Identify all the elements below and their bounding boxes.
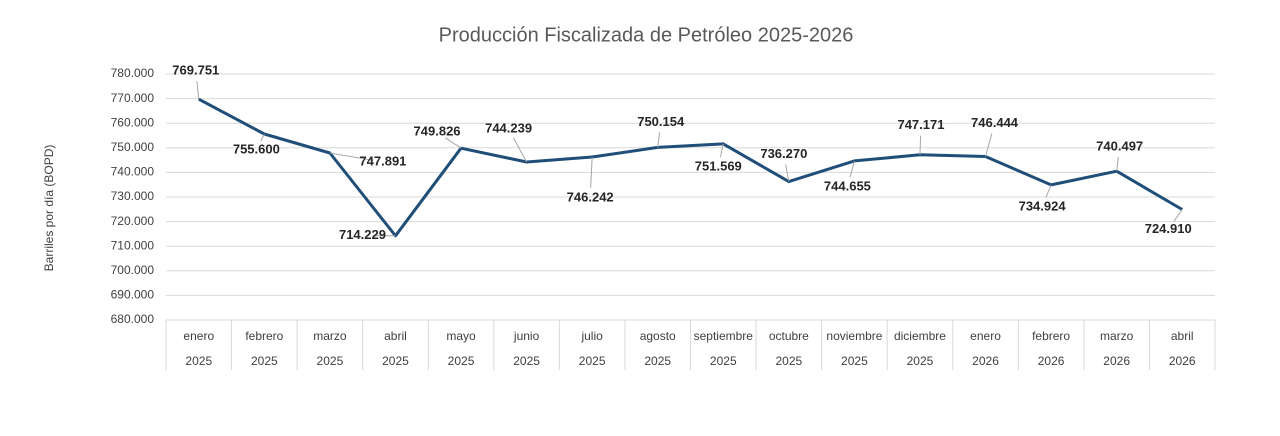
- x-tick-label: junio: [513, 329, 540, 343]
- leader-line: [445, 137, 462, 149]
- x-year-label: 2025: [907, 354, 934, 368]
- leader-line: [196, 81, 200, 100]
- x-year-label: 2025: [579, 354, 606, 368]
- data-label: 734.924: [1019, 198, 1067, 213]
- data-label: 747.171: [897, 117, 944, 132]
- x-year-label: 2025: [841, 354, 868, 368]
- x-year-label: 2025: [448, 354, 475, 368]
- y-tick-label: 780.000: [111, 66, 155, 80]
- y-tick-label: 770.000: [111, 91, 155, 105]
- x-year-label: 2026: [1169, 354, 1196, 368]
- x-year-label: 2025: [775, 354, 802, 368]
- data-label: 749.826: [414, 124, 461, 139]
- x-tick-label: enero: [970, 329, 1001, 343]
- x-year-label: 2025: [710, 354, 737, 368]
- leader-line: [1045, 184, 1052, 198]
- leader-line: [785, 164, 790, 182]
- leader-line: [512, 137, 528, 163]
- x-tick-label: marzo: [313, 329, 347, 343]
- x-year-label: 2025: [513, 354, 540, 368]
- data-label: 769.751: [172, 63, 219, 78]
- x-tick-label: mayo: [446, 329, 476, 343]
- y-axis-title: Barriles por día (BOPD): [42, 145, 56, 272]
- leader-line: [1116, 157, 1119, 172]
- y-tick-label: 680.000: [111, 312, 155, 326]
- data-label: 736.270: [760, 146, 807, 161]
- data-label: 750.154: [637, 114, 685, 129]
- x-tick-label: febrero: [245, 329, 283, 343]
- y-tick-label: 720.000: [111, 214, 155, 228]
- x-tick-label: octubre: [769, 329, 809, 343]
- data-label: 724.910: [1145, 221, 1192, 236]
- x-tick-label: enero: [183, 329, 214, 343]
- x-tick-label: abril: [1171, 329, 1194, 343]
- x-tick-label: febrero: [1032, 329, 1070, 343]
- y-tick-label: 710.000: [111, 238, 155, 252]
- y-tick-label: 730.000: [111, 189, 155, 203]
- x-year-label: 2025: [251, 354, 278, 368]
- x-year-label: 2025: [317, 354, 344, 368]
- x-year-label: 2026: [972, 354, 999, 368]
- x-year-label: 2026: [1103, 354, 1130, 368]
- x-tick-label: diciembre: [894, 329, 946, 343]
- y-tick-label: 760.000: [111, 115, 155, 129]
- x-tick-label: agosto: [640, 329, 676, 343]
- x-year-label: 2026: [1038, 354, 1065, 368]
- chart-title: Producción Fiscalizada de Petróleo 2025-…: [439, 24, 854, 46]
- x-year-label: 2025: [382, 354, 409, 368]
- leader-line: [260, 133, 265, 142]
- leader-line: [329, 152, 374, 161]
- leader-line: [1173, 209, 1183, 222]
- leader-line: [985, 133, 993, 157]
- leader-line: [719, 143, 724, 158]
- data-label: 746.444: [971, 115, 1019, 130]
- x-tick-label: septiembre: [694, 329, 754, 343]
- data-line: [198, 97, 1183, 238]
- data-label: 744.655: [824, 178, 871, 193]
- x-tick-label: marzo: [1100, 329, 1134, 343]
- x-tick-label: abril: [384, 329, 407, 343]
- leader-line: [590, 157, 593, 189]
- x-tick-label: julio: [580, 329, 603, 343]
- y-tick-label: 700.000: [111, 263, 155, 277]
- data-label: 747.891: [359, 153, 406, 168]
- data-label: 744.239: [485, 120, 532, 135]
- leader-line: [919, 135, 922, 155]
- y-tick-label: 690.000: [111, 288, 155, 302]
- leader-line: [657, 132, 661, 148]
- data-label: 751.569: [695, 158, 742, 173]
- x-year-label: 2025: [185, 354, 212, 368]
- data-label: 746.242: [567, 189, 614, 204]
- leader-line: [849, 160, 855, 178]
- data-label: 740.497: [1096, 139, 1143, 154]
- data-label: 714.229: [339, 227, 386, 242]
- x-year-label: 2025: [644, 354, 671, 368]
- y-tick-label: 740.000: [111, 165, 155, 179]
- y-tick-label: 750.000: [111, 140, 155, 154]
- x-tick-label: noviembre: [826, 329, 882, 343]
- data-label: 755.600: [233, 141, 280, 156]
